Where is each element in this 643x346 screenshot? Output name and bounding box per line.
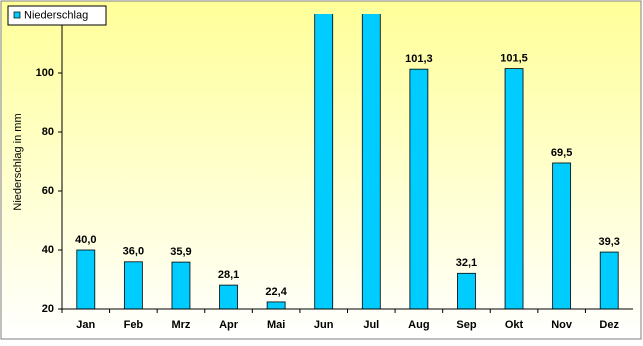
bar bbox=[76, 249, 96, 309]
y-tick-label: 100 bbox=[36, 67, 54, 79]
y-tick-label: 60 bbox=[42, 185, 54, 197]
value-label: 101,5 bbox=[500, 52, 528, 64]
legend-swatch bbox=[13, 11, 21, 19]
bar bbox=[171, 261, 191, 309]
bar bbox=[457, 272, 476, 309]
x-tick-label: Jan bbox=[76, 319, 95, 331]
value-label: 101,3 bbox=[405, 53, 433, 65]
bar bbox=[409, 68, 429, 309]
bar bbox=[314, 14, 334, 309]
x-tick-label: Jun bbox=[314, 319, 334, 331]
legend-label: Niederschlag bbox=[24, 9, 88, 21]
bar bbox=[219, 284, 238, 309]
bar bbox=[266, 301, 286, 309]
bar bbox=[599, 251, 619, 309]
value-label: 28,1 bbox=[218, 269, 239, 281]
x-tick-label: Mai bbox=[267, 319, 285, 331]
x-tick-label: Mrz bbox=[171, 319, 190, 331]
y-tick-label: 20 bbox=[42, 303, 54, 315]
y-tick-label: 40 bbox=[42, 244, 54, 256]
bar bbox=[361, 14, 381, 309]
legend: Niederschlag bbox=[7, 5, 107, 26]
x-tick-label: Dez bbox=[599, 319, 619, 331]
value-label: 40,0 bbox=[75, 234, 96, 246]
bar bbox=[504, 68, 524, 309]
legend-box bbox=[7, 5, 107, 26]
value-label: 39,3 bbox=[598, 236, 619, 248]
y-tick-label: 80 bbox=[42, 126, 54, 138]
x-tick-label: Nov bbox=[551, 319, 573, 331]
y-axis-title: Niederschlag in mm bbox=[12, 113, 24, 210]
x-tick-label: Sep bbox=[456, 319, 476, 331]
bar bbox=[123, 261, 143, 309]
x-tick-label: Feb bbox=[124, 319, 144, 331]
value-label: 22,4 bbox=[265, 286, 287, 298]
value-label: 36,0 bbox=[123, 246, 144, 258]
plot-area bbox=[76, 14, 619, 309]
value-label: 32,1 bbox=[456, 257, 477, 269]
bar bbox=[552, 162, 572, 309]
x-tick-label: Apr bbox=[219, 319, 239, 331]
value-label: 69,5 bbox=[551, 147, 572, 159]
value-label: 35,9 bbox=[170, 246, 191, 258]
x-tick-label: Jul bbox=[363, 319, 379, 331]
x-tick-label: Aug bbox=[408, 319, 429, 331]
x-tick-label: Okt bbox=[505, 319, 524, 331]
